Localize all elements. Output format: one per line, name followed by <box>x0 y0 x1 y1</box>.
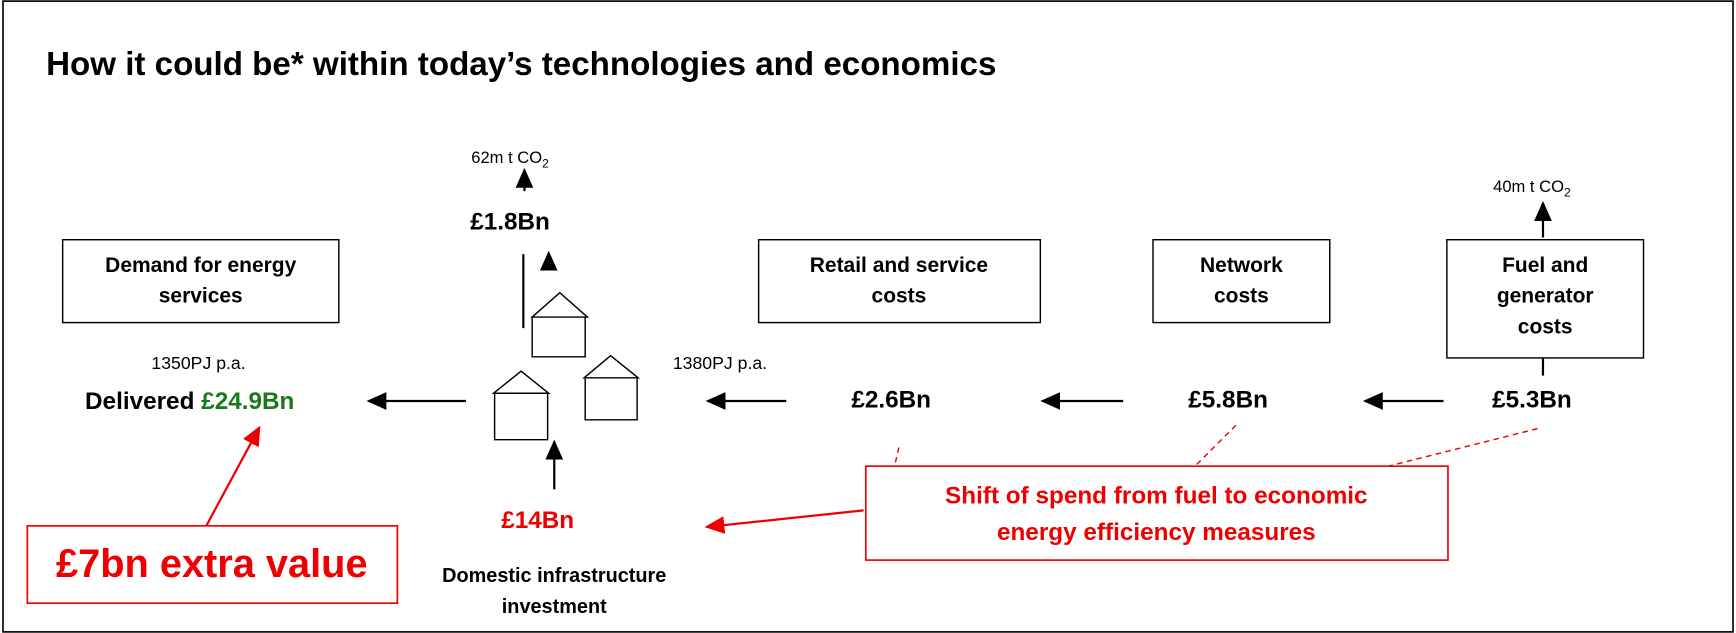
box-label: costs <box>1518 316 1573 339</box>
delivered-label: Delivered <box>85 389 194 416</box>
delivered-value: £24.9Bn <box>201 389 294 416</box>
cost: £5.3Bn <box>1492 386 1572 413</box>
box-label: Demand for energy <box>105 254 296 277</box>
delivered: Delivered £24.9Bn <box>85 389 294 416</box>
emissions-sub: 2 <box>542 157 549 171</box>
box-label: Network <box>1200 254 1283 277</box>
box <box>757 239 1042 324</box>
extra-value-box <box>26 525 399 605</box>
investment-label: Domestic infrastructure <box>442 565 666 587</box>
boxes <box>61 239 1645 359</box>
cost: £2.6Bn <box>851 386 931 413</box>
box-label: services <box>159 285 243 308</box>
houses <box>491 291 641 441</box>
emissions-sub: 2 <box>1564 186 1571 200</box>
shift-text: Shift of spend from fuel to economic <box>945 483 1368 510</box>
pj-label: 1380PJ p.a. <box>673 353 767 373</box>
arrows <box>366 167 1552 490</box>
title: How it could be* within today’s technolo… <box>46 46 996 83</box>
pj-label: 1350PJ p.a. <box>151 353 245 373</box>
box <box>1446 239 1645 359</box>
box-label: generator <box>1497 285 1594 308</box>
cost: £5.8Bn <box>1188 386 1268 413</box>
box <box>1152 239 1331 324</box>
box <box>61 239 340 324</box>
box-label: costs <box>1214 285 1269 308</box>
box-label: Fuel and <box>1502 254 1588 277</box>
dashed-lines <box>893 424 1538 467</box>
shift-text: energy efficiency measures <box>997 519 1316 546</box>
emissions-text: 62m t CO <box>471 148 542 167</box>
shift-box <box>864 465 1449 561</box>
emissions: 40m t CO2 <box>1493 177 1571 199</box>
red-arrows <box>205 425 864 534</box>
emissions-text: 40m t CO <box>1493 177 1564 196</box>
investment-label: investment <box>502 596 607 618</box>
investment-value: £14Bn <box>501 507 574 534</box>
extra-value: £7bn extra value <box>56 542 368 586</box>
emissions: 62m t CO2 <box>471 148 549 170</box>
box-label: Retail and service <box>810 254 988 277</box>
box-label: costs <box>872 285 927 308</box>
cost: £1.8Bn <box>470 209 550 236</box>
